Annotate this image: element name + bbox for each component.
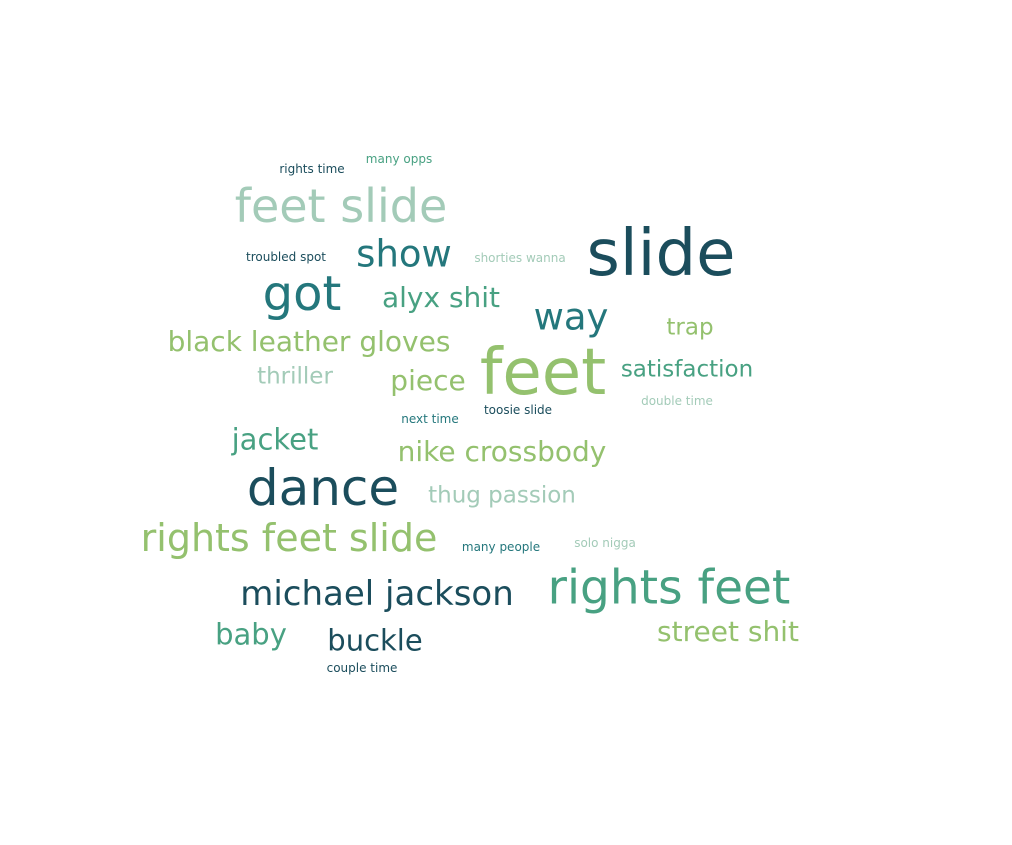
word-couple-time: couple time	[326, 661, 398, 675]
word-next-time: next time	[401, 412, 459, 426]
word-got: got	[262, 266, 342, 322]
word-double-time: double time	[641, 394, 713, 408]
word-piece: piece	[390, 364, 466, 397]
word-rights-feet: rights feet	[547, 560, 791, 616]
word-jacket: jacket	[231, 422, 319, 457]
word-satisfaction: satisfaction	[620, 356, 754, 383]
word-nike-crossbody: nike crossbody	[397, 435, 607, 468]
word-trap: trap	[666, 314, 714, 341]
word-buckle: buckle	[327, 623, 423, 658]
word-rights-feet-slide: rights feet slide	[140, 516, 438, 560]
word-way: way	[533, 295, 609, 339]
word-thug-passion: thug passion	[428, 482, 576, 509]
word-feet-slide: feet slide	[234, 179, 448, 233]
word-many-people: many people	[461, 540, 541, 554]
word-many-opps: many opps	[365, 152, 433, 166]
word-show: show	[356, 232, 452, 276]
word-feet: feet	[479, 336, 607, 410]
word-alyx-shit: alyx shit	[381, 281, 501, 314]
word-michael-jackson: michael jackson	[240, 574, 514, 614]
word-troubled-spot: troubled spot	[245, 250, 327, 264]
word-black-leather-gloves: black leather gloves	[167, 325, 451, 358]
word-toosie-slide: toosie slide	[483, 403, 553, 417]
word-slide: slide	[586, 217, 736, 291]
word-solo-nigga: solo nigga	[574, 536, 636, 550]
word-shorties-wanna: shorties wanna	[474, 251, 566, 265]
word-dance: dance	[246, 459, 400, 517]
word-rights-time: rights time	[279, 162, 345, 176]
word-baby: baby	[215, 617, 287, 652]
word-thriller: thriller	[257, 363, 333, 390]
word-street-shit: street shit	[657, 615, 799, 648]
